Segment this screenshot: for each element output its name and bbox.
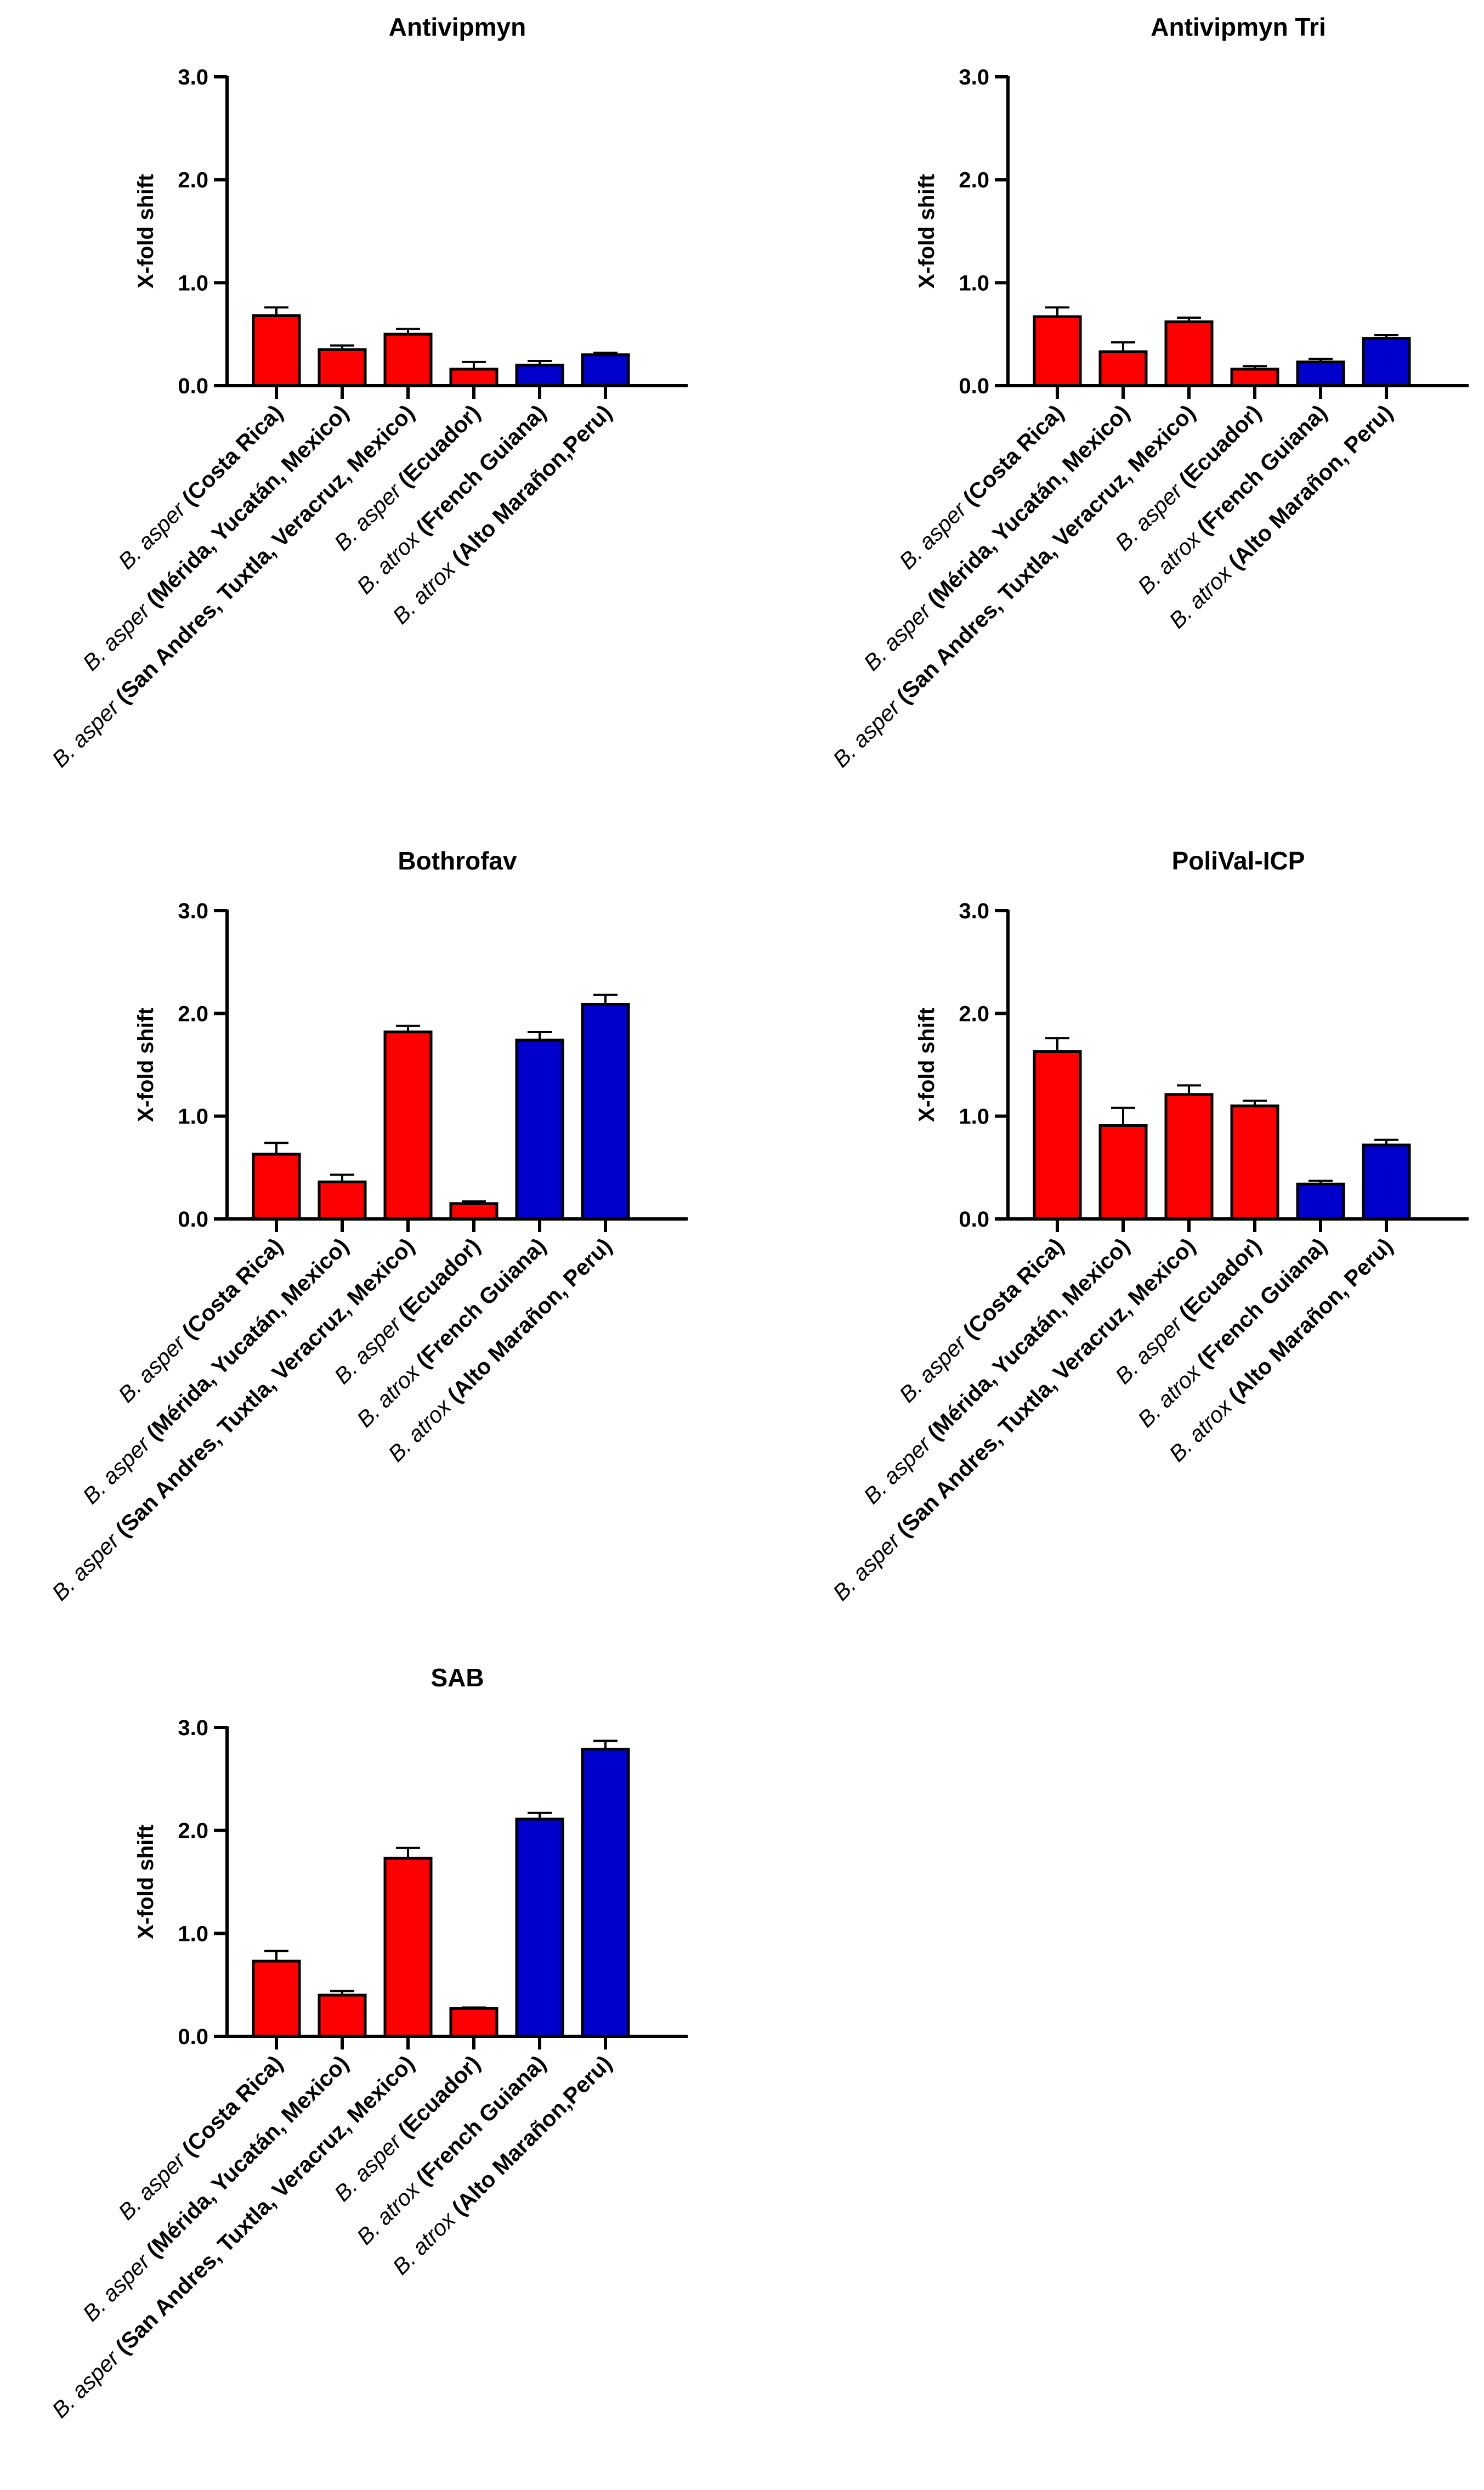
x-tick-label: B. asper (Mérida, Yucatán, Mexico) [78,1233,353,1509]
bar [1362,337,1411,387]
bar [383,1030,433,1221]
bar [1230,1104,1279,1221]
x-tick-label: B. asper (Mérida, Yucatán, Mexico) [78,2051,353,2326]
chart-panel: Antivipmyn X-fold shift 0.0 1.0 2.0 3.0 B. asp… [47,13,688,772]
x-tick-locality: (San Andres, Tuxtla, Veracruz, Mexico) [887,400,1200,713]
x-tick-species: B. asper [47,694,125,772]
y-tick-label: 2.0 [178,168,208,193]
y-axis-label: X-fold shift [134,174,158,289]
y-tick-label: 1.0 [178,271,208,295]
x-tick-species: B. asper [828,1527,906,1605]
chart-panel: PoliVal-ICP X-fold shift 0.0 1.0 2.0 3.0 B. as… [828,846,1469,1605]
x-tick-label: B. asper (Mérida, Yucatán, Mexico) [859,1233,1134,1509]
chart-title: Bothrofav [398,846,517,875]
chart-title: PoliVal-ICP [1172,846,1305,875]
bar [318,1181,367,1221]
bar [1296,1182,1345,1221]
y-axis-label: X-fold shift [915,174,939,289]
bar [1033,315,1082,387]
bar [581,1002,630,1221]
x-tick-label: B. asper (Mérida, Yucatán, Mexico) [78,400,353,675]
y-axis-label: X-fold shift [134,1008,158,1122]
chart-title: SAB [431,1663,484,1692]
bar [515,363,564,387]
y-tick-label: 2.0 [959,1002,989,1026]
y-tick-label: 0.0 [959,1207,989,1232]
y-tick-label: 1.0 [959,271,989,295]
x-tick-locality: (San Andres, Tuxtla, Veracruz, Mexico) [887,1233,1200,1546]
y-tick-label: 3.0 [178,65,208,89]
y-tick-label: 2.0 [178,1819,208,1843]
y-tick-label: 0.0 [959,374,989,398]
bar [1164,1093,1214,1221]
bar [1098,1124,1148,1221]
bar [1230,368,1279,387]
y-tick-label: 0.0 [178,374,208,398]
y-tick-label: 1.0 [178,1922,208,1946]
x-tick-species: B. asper [47,1527,125,1605]
bar [1033,1050,1082,1221]
bar [581,353,630,387]
bar [252,314,301,387]
bar [1164,320,1214,387]
bar [1362,1143,1411,1221]
bar [1296,360,1345,387]
bar [449,2007,499,2038]
y-axis-label: X-fold shift [915,1008,939,1122]
bar [515,1817,564,2038]
y-tick-label: 1.0 [178,1105,208,1129]
x-tick-locality: (San Andres, Tuxtla, Veracruz, Mexico) [106,1233,420,1546]
bar [252,1960,301,2038]
y-axis-label: X-fold shift [134,1825,158,1939]
y-tick-label: 3.0 [959,899,989,923]
bar [449,368,499,387]
chart-panel: Antivipmyn Tri X-fold shift 0.0 1.0 2.0 3.0 B.… [828,13,1469,772]
y-tick-label: 0.0 [178,2025,208,2049]
y-tick-label: 3.0 [178,1716,208,1740]
x-tick-locality: (San Andres, Tuxtla, Veracruz, Mexico) [106,400,420,713]
bar [318,1994,367,2038]
bar [383,1856,433,2038]
y-tick-label: 3.0 [959,65,989,89]
chart-panel: Bothrofav X-fold shift 0.0 1.0 2.0 3.0 B. aspe… [47,846,688,1605]
bar [383,332,433,387]
x-tick-locality: (San Andres, Tuxtla, Veracruz, Mexico) [106,2051,420,2364]
bar [1098,350,1148,387]
x-tick-species: B. asper [828,694,906,772]
y-tick-label: 2.0 [178,1002,208,1026]
chart-title: Antivipmyn Tri [1151,13,1326,41]
x-tick-species: B. asper [47,2345,125,2423]
y-tick-label: 1.0 [959,1105,989,1129]
bar [449,1202,499,1221]
y-tick-label: 0.0 [178,1207,208,1232]
bar [515,1038,564,1221]
x-tick-label: B. asper (Mérida, Yucatán, Mexico) [859,400,1134,675]
bar [318,348,367,387]
bar [252,1153,301,1221]
chart-title: Antivipmyn [389,13,526,41]
y-tick-label: 2.0 [959,168,989,193]
bar [581,1747,630,2038]
y-tick-label: 3.0 [178,899,208,923]
